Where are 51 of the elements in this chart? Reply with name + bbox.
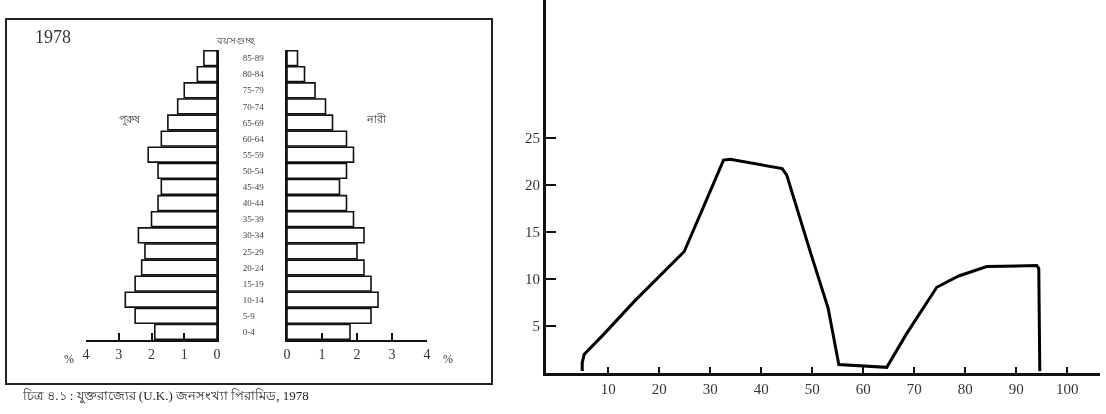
y-tick-label: 10-14 xyxy=(242,294,265,305)
x-tick-label: 100 xyxy=(1056,381,1079,397)
x-tick-label: 90 xyxy=(1008,381,1024,397)
x-tick-label: 2 xyxy=(148,346,155,362)
y-tick-label: 45-49 xyxy=(242,182,265,193)
y-tick-label: 20-24 xyxy=(242,262,265,273)
x-axis-title: % xyxy=(64,352,74,366)
x-tick-label: 1 xyxy=(318,346,326,362)
y-tick-label: 60-64 xyxy=(242,133,265,144)
x-tick-label: 1 xyxy=(180,346,188,362)
x-tick-label: 0 xyxy=(213,346,221,362)
x-tick-label: 60 xyxy=(855,381,871,397)
x-tick-label: 0 xyxy=(283,346,291,362)
y-tick-label: 0-4 xyxy=(242,327,256,338)
x-tick-label: 20 xyxy=(651,381,667,397)
y-tick-label: 75-79 xyxy=(242,85,265,96)
y-tick-label: 25 xyxy=(525,129,540,146)
y-tick-label: 25-29 xyxy=(242,246,265,257)
x-tick-label: 4 xyxy=(423,346,431,362)
x-tick-label: 3 xyxy=(388,346,396,362)
series-label: নারী xyxy=(366,113,387,125)
y-tick-label: 10 xyxy=(525,271,540,288)
x-tick-label: 80 xyxy=(957,381,973,397)
y-tick-label: 40-44 xyxy=(242,198,265,209)
text: পুরুষ xyxy=(119,113,141,126)
x-tick-label: 50 xyxy=(804,381,820,397)
x-tick-label: 2 xyxy=(353,346,361,362)
y-tick-label: 80-84 xyxy=(242,69,265,80)
y-tick-label: 5 xyxy=(532,318,540,335)
y-tick-label: 5-9 xyxy=(242,310,256,321)
y-tick-label: 55-59 xyxy=(242,149,265,160)
x-tick-label: 4 xyxy=(82,346,90,362)
x-tick-label: 3 xyxy=(115,346,123,362)
y-tick-label: 15 xyxy=(525,223,540,240)
y-tick-label: 85-89 xyxy=(242,53,265,64)
x-axis-title: % xyxy=(443,352,453,366)
x-tick-label: 40 xyxy=(753,381,769,397)
text: চিত্র ৪.১ : যুক্তরাজ্যের (U.K.) জনসংখ্যা পিরামিড, 1978 xyxy=(22,388,309,404)
y-tick-label: 70-74 xyxy=(242,101,265,112)
y-tick-label: 65-69 xyxy=(242,117,265,128)
y-axis-title: বয়সগুচ্ছ xyxy=(216,35,256,46)
y-tick-label: 30-34 xyxy=(242,230,265,241)
line-series xyxy=(580,157,1042,373)
x-tick-label: 30 xyxy=(702,381,718,397)
y-tick-label: 20 xyxy=(525,176,540,193)
y-tick-label: 35-39 xyxy=(242,214,265,225)
chart-title: 1978 xyxy=(35,26,71,47)
y-tick-label: 50-54 xyxy=(242,165,265,176)
y-tick-label: 15-19 xyxy=(242,278,265,289)
x-tick-label: 70 xyxy=(906,381,922,397)
x-tick-label: 10 xyxy=(600,381,616,397)
